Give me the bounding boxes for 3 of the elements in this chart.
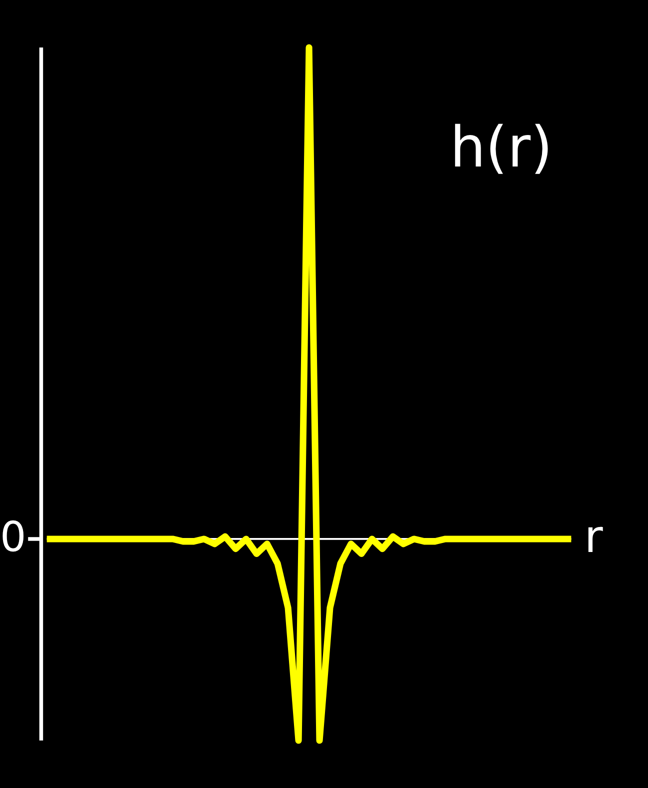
- x-axis-title: r: [584, 510, 604, 564]
- text: 0: [0, 513, 26, 562]
- text: h(r): [450, 115, 552, 180]
